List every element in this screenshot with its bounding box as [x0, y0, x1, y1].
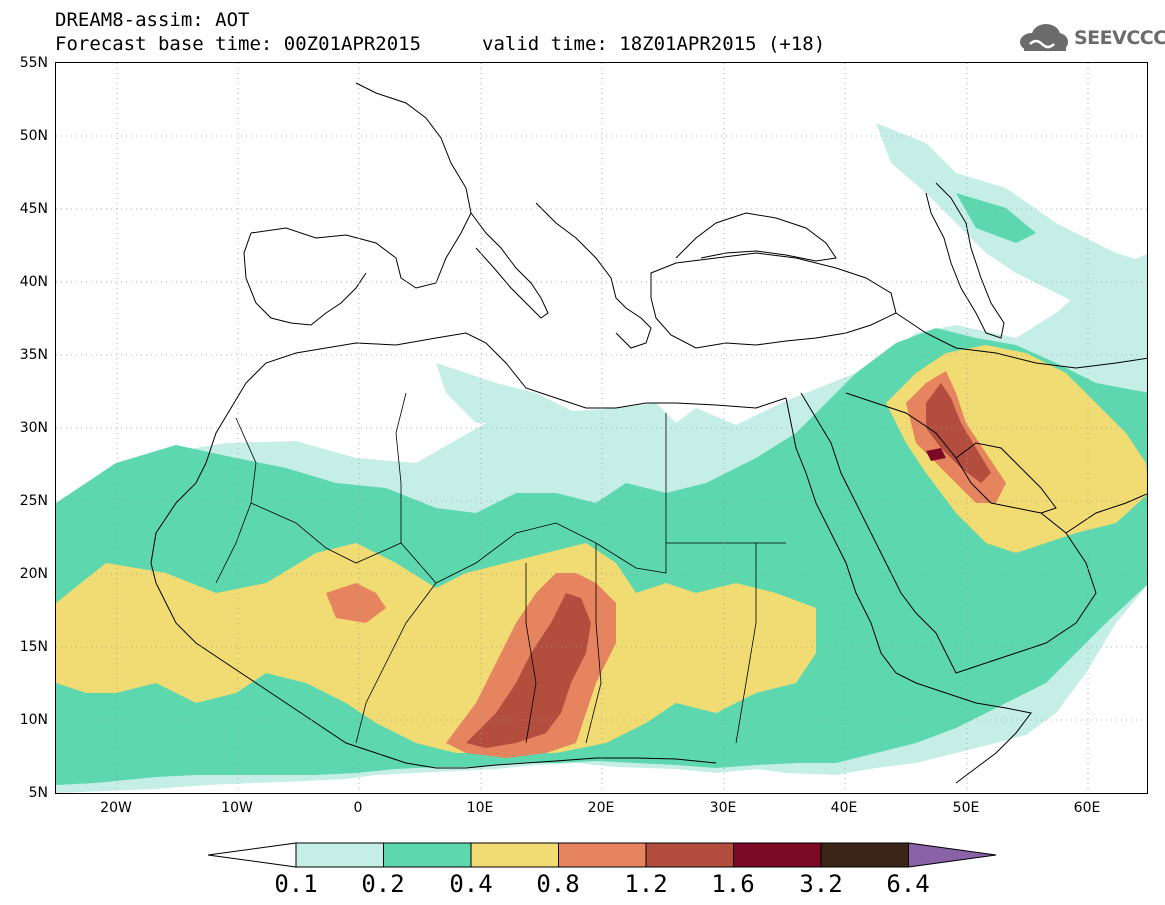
lat-label-10n: 10N: [19, 712, 48, 728]
colorbar-label-1.2: 1.2: [624, 870, 668, 898]
lat-label-40n: 40N: [19, 274, 48, 290]
title-base-time: Forecast base time: 00Z01APR2015: [55, 33, 422, 55]
lon-label-10e: 10E: [466, 800, 494, 816]
cloud-icon: [1020, 24, 1068, 51]
aot-map: [55, 62, 1148, 794]
colorbar-arrow-high: [908, 842, 997, 868]
lon-label-20e: 20E: [587, 800, 615, 816]
graticule: [56, 63, 1147, 793]
colorbar-swatch: [558, 842, 647, 868]
seevccc-logo: SEEVCCC: [1018, 22, 1165, 54]
lat-label-35n: 35N: [19, 347, 48, 363]
aot-band-0.2-caspian: [956, 193, 1036, 243]
lon-label-30e: 30E: [709, 800, 737, 816]
lat-label-55n: 55N: [19, 55, 48, 71]
title-model-variable: DREAM8-assim: AOT: [55, 9, 250, 31]
lon-label-50e: 50E: [952, 800, 980, 816]
lat-label-20n: 20N: [19, 566, 48, 582]
colorbar-label-0.8: 0.8: [536, 870, 580, 898]
colorbar-swatch: [470, 842, 559, 868]
colorbar-label-1.6: 1.6: [711, 870, 755, 898]
lat-label-15n: 15N: [19, 639, 48, 655]
aot-band-1.2: [466, 593, 591, 748]
lon-label-20w: 20W: [100, 800, 132, 816]
lat-label-5n: 5N: [28, 785, 48, 801]
aot-band-0.4: [56, 543, 816, 753]
colorbar-swatch: [733, 842, 822, 868]
colorbar-label-0.1: 0.1: [274, 870, 318, 898]
colorbar-label-3.2: 3.2: [799, 870, 843, 898]
lon-label-10w: 10W: [221, 800, 253, 816]
lon-label-40e: 40E: [830, 800, 858, 816]
lat-label-45n: 45N: [19, 201, 48, 217]
aot-band-0.1-nafrica: [436, 363, 576, 423]
logo-text: SEEVCCC: [1074, 27, 1165, 49]
aot-band-1.2-gulf: [926, 383, 991, 483]
colorbar-swatch: [820, 842, 909, 868]
title-valid-time: valid time: 18Z01APR2015 (+18): [482, 33, 826, 55]
coastlines: [150, 82, 1147, 784]
lat-label-25n: 25N: [19, 493, 48, 509]
country-borders: [215, 392, 786, 744]
lat-label-50n: 50N: [19, 128, 48, 144]
colorbar-label-0.4: 0.4: [449, 870, 493, 898]
colorbar-swatch: [295, 842, 384, 868]
colorbar-label-6.4: 6.4: [886, 870, 930, 898]
lon-label-60e: 60E: [1073, 800, 1101, 816]
colorbar-label-0.2: 0.2: [361, 870, 405, 898]
colorbar-arrow-low: [207, 842, 297, 868]
aot-band-1.6: [926, 448, 946, 461]
colorbar-swatch: [645, 842, 734, 868]
lat-label-30n: 30N: [19, 420, 48, 436]
lon-label-0: 0: [353, 800, 363, 816]
aot-band-0.8-sahel: [326, 583, 386, 623]
colorbar-swatch: [383, 842, 472, 868]
